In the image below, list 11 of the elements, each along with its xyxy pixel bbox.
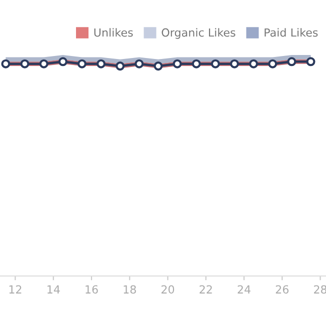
legend-label: Organic Likes [162, 28, 236, 39]
legend-label: Unlikes [94, 28, 133, 37]
x-tick-label: 22 [200, 285, 212, 294]
x-tick-label: 24 [238, 285, 250, 294]
legend-label: Paid Likes [264, 28, 318, 37]
x-tick-label: 26 [276, 285, 289, 294]
x-tick-label: 12 [9, 285, 22, 294]
x-tick-label: 14 [48, 285, 60, 294]
x-tick-label: 18 [124, 285, 136, 294]
x-tick-label: 16 [86, 285, 98, 294]
x-tick-label: 20 [162, 285, 174, 294]
